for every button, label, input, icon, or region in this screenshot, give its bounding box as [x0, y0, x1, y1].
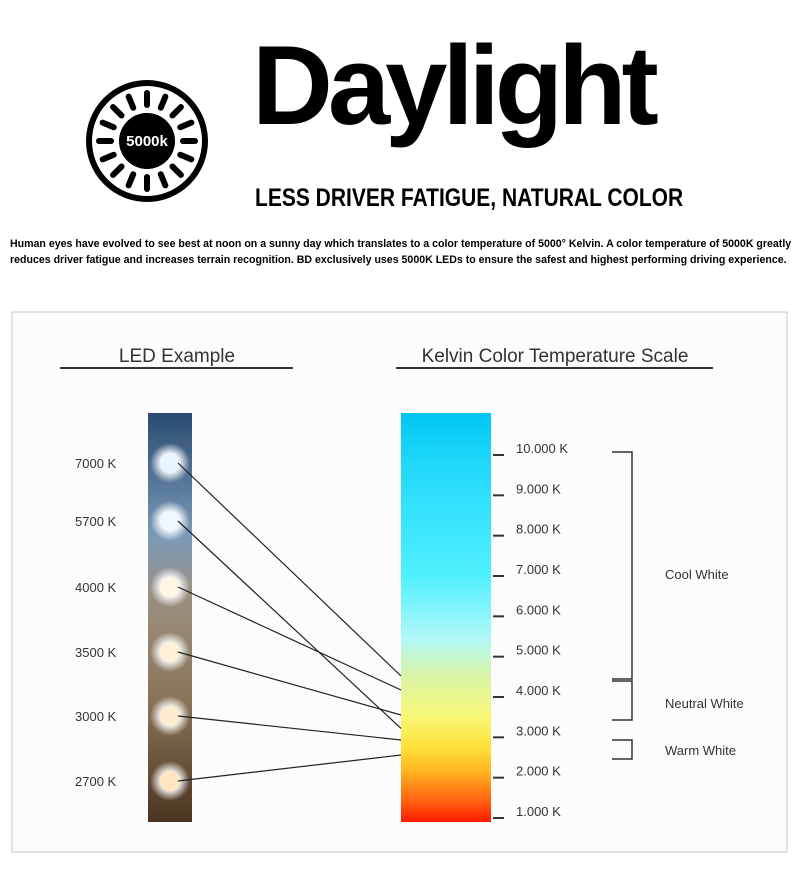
scale-tick-label: 7.000 K: [516, 562, 561, 577]
led-light: [160, 453, 180, 473]
led-label: 4000 K: [75, 580, 117, 595]
scale-tick-label: 3.000 K: [516, 723, 561, 738]
led-label: 2700 K: [75, 774, 117, 789]
kelvin-scale-bar: [401, 413, 491, 822]
sun-ray: [99, 119, 117, 131]
sun-ray: [157, 171, 169, 189]
tagline: LESS DRIVER FATIGUE, NATURAL COLOR: [255, 184, 684, 212]
scale-heading: Kelvin Color Temperature Scale: [422, 346, 689, 367]
range-label: Warm White: [665, 743, 736, 758]
led-connector-line: [177, 520, 402, 729]
sun-icon: [96, 90, 198, 192]
scale-tick-label: 9.000 K: [516, 481, 561, 496]
logo-core: [119, 113, 175, 169]
led-light: [160, 706, 180, 726]
led-label: 3000 K: [75, 709, 117, 724]
range-label: Neutral White: [665, 696, 744, 711]
scale-tick-label: 5.000 K: [516, 643, 561, 658]
sun-ray: [99, 151, 117, 163]
scale-tick-label: 4.000 K: [516, 683, 561, 698]
sun-ray: [157, 93, 169, 111]
scale-tick-label: 8.000 K: [516, 522, 561, 537]
brand-title: Daylight: [252, 23, 659, 148]
range-bracket: [612, 680, 633, 721]
range-label: Cool White: [665, 567, 729, 582]
led-light: [160, 642, 180, 662]
sun-ray: [110, 104, 125, 119]
range-bracket: [612, 451, 633, 680]
led-connector-line: [177, 462, 402, 677]
led-light: [160, 511, 180, 531]
logo-badge-text: 5000k: [126, 133, 168, 150]
sun-ray: [177, 151, 195, 163]
scale-tick-label: 6.000 K: [516, 602, 561, 617]
led-connector-line: [177, 586, 402, 691]
led-connector-line: [177, 651, 402, 716]
sun-ray: [177, 119, 195, 131]
led-connector-line: [177, 715, 402, 741]
range-bracket: [612, 739, 633, 760]
led-light: [160, 577, 180, 597]
sun-ray: [110, 163, 125, 178]
sun-ray: [169, 104, 184, 119]
led-label: 5700 K: [75, 514, 117, 529]
sun-ray: [125, 93, 137, 111]
sun-ray: [125, 171, 137, 189]
led-light: [160, 771, 180, 791]
intro-paragraph: Human eyes have evolved to see best at n…: [10, 238, 792, 266]
led-label: 7000 K: [75, 456, 117, 471]
scale-tick-label: 10.000 K: [516, 441, 568, 456]
led-connector-line: [177, 754, 402, 782]
scale-tick-label: 2.000 K: [516, 764, 561, 779]
led-label: 3500 K: [75, 645, 117, 660]
led-heading: LED Example: [119, 346, 235, 367]
logo-ring: [86, 80, 208, 202]
diagram-frame: [11, 311, 788, 853]
scale-tick-label: 1.000 K: [516, 804, 561, 819]
daylight-logo: 5000k: [86, 80, 208, 202]
sun-ray: [169, 163, 184, 178]
